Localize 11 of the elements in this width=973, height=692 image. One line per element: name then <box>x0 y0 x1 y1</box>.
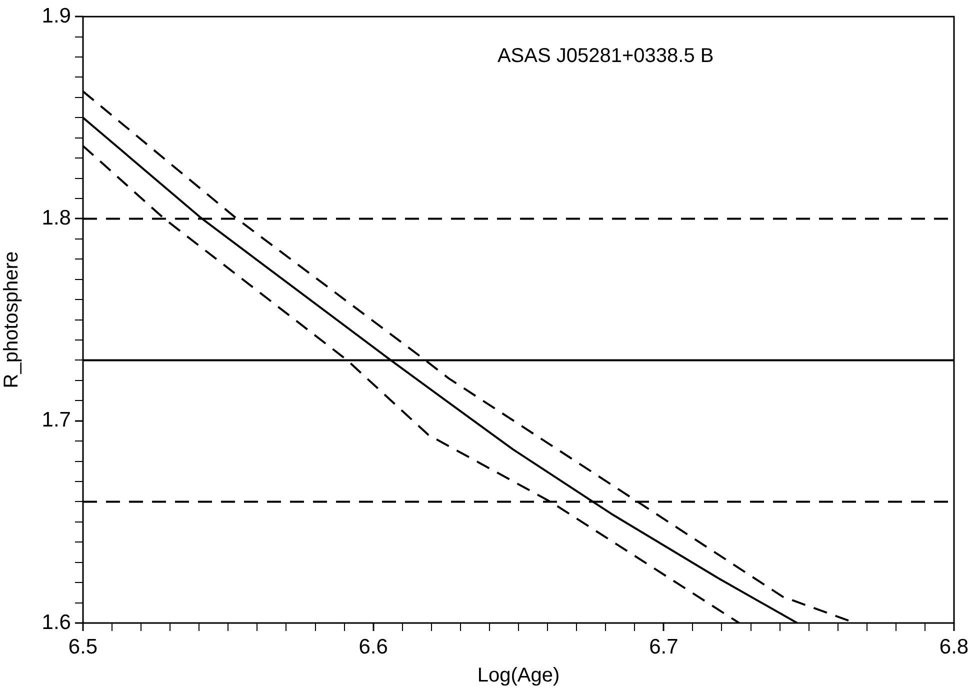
x-tick-label: 6.8 <box>939 635 969 658</box>
y-axis-title: R_photosphere <box>0 251 23 388</box>
x-tick-label: 6.6 <box>358 635 388 658</box>
x-tick-label: 6.5 <box>68 635 98 658</box>
text: ASAS J05281+0338.5 B <box>497 45 714 68</box>
x-tick-label: 6.7 <box>649 635 678 658</box>
y-tick-label: 1.7 <box>42 408 71 432</box>
y-tick-label: 1.6 <box>42 610 71 634</box>
y-tick-label: 1.9 <box>42 4 71 28</box>
x-axis-title: Log(Age) <box>477 664 560 687</box>
y-tick-label: 1.8 <box>42 206 71 230</box>
